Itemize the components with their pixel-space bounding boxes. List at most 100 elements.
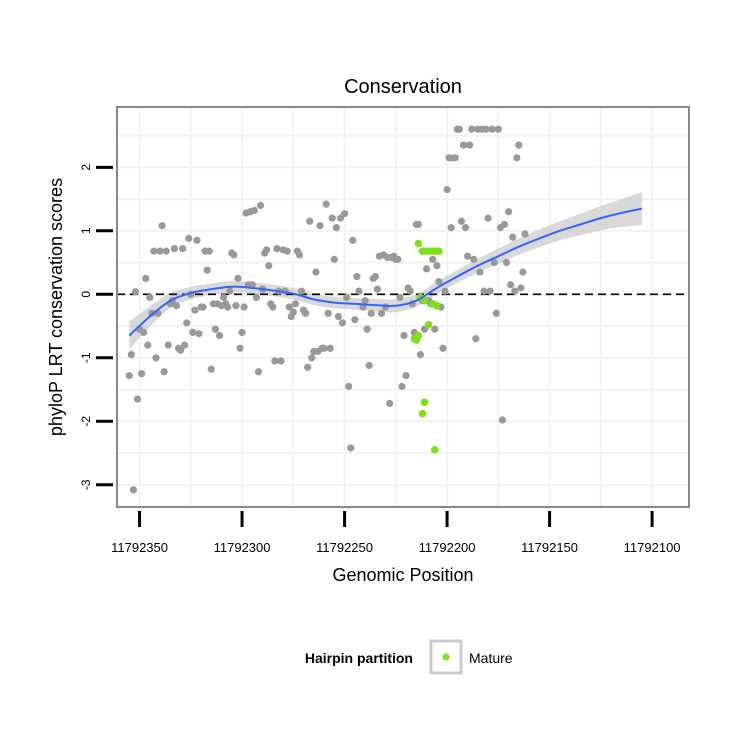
- data-point-other: [422, 265, 431, 273]
- data-point-other: [466, 141, 474, 149]
- data-point-other: [181, 341, 189, 349]
- data-point-other: [347, 444, 355, 452]
- data-point-other: [400, 331, 408, 340]
- y-tick-label: -3: [79, 479, 93, 490]
- x-axis: 11792350 11792300 11792250 11792200 11792150…: [111, 511, 681, 555]
- data-point-other: [349, 236, 357, 244]
- data-point-other: [433, 262, 441, 270]
- data-point-other: [443, 185, 451, 194]
- data-point-other: [439, 344, 447, 352]
- data-point-mature: [420, 398, 429, 407]
- data-point-other: [482, 125, 490, 133]
- legend: Hairpin partition Mature: [305, 639, 513, 675]
- data-point-other: [490, 258, 498, 267]
- data-point-other: [502, 258, 511, 267]
- data-point-mature: [420, 296, 429, 305]
- data-point-other: [183, 319, 191, 327]
- data-point-other: [256, 201, 265, 210]
- data-point-other: [334, 312, 343, 321]
- data-point-other: [236, 344, 244, 352]
- data-point-other: [277, 357, 285, 365]
- data-point-other: [377, 309, 386, 317]
- data-point-other: [507, 281, 515, 289]
- data-point-other: [254, 368, 263, 376]
- smooth-line: [128, 207, 643, 337]
- data-point-other: [158, 222, 166, 230]
- data-point-other: [363, 325, 371, 333]
- data-point-other: [150, 247, 158, 255]
- data-point-other: [191, 306, 199, 314]
- legend-title: Hairpin partition: [305, 650, 413, 666]
- data-point-mature: [430, 446, 439, 454]
- data-point-other: [343, 293, 351, 302]
- data-point-other: [306, 217, 314, 225]
- data-point-other: [492, 309, 500, 317]
- data-point-other: [498, 416, 507, 424]
- data-point-other: [316, 222, 324, 230]
- data-point-other: [220, 293, 228, 302]
- data-point-other: [353, 272, 361, 281]
- data-point-mature: [424, 320, 433, 329]
- data-point-other: [162, 247, 170, 255]
- data-point-other: [371, 272, 379, 281]
- data-point-other: [513, 154, 521, 162]
- data-point-other: [414, 220, 422, 229]
- data-point-other: [289, 308, 297, 316]
- y-tick-label: 0: [79, 291, 93, 298]
- data-point-other: [152, 354, 160, 362]
- data-point-other: [138, 370, 146, 378]
- data-point-other: [193, 236, 201, 244]
- data-point-other: [398, 382, 406, 390]
- data-point-other: [238, 328, 246, 336]
- data-point-other: [304, 363, 312, 371]
- y-axis: -3 -2 -1 0 1 2: [79, 164, 113, 490]
- data-point-other: [340, 210, 349, 218]
- data-point-other: [232, 302, 240, 310]
- data-point-other: [429, 255, 437, 263]
- data-point-other: [176, 346, 185, 354]
- data-point-other: [332, 224, 340, 232]
- data-point-other: [312, 268, 320, 276]
- data-point-other: [381, 303, 390, 311]
- data-point-other: [142, 274, 150, 283]
- data-point-other: [273, 244, 281, 253]
- data-point-other: [476, 268, 484, 276]
- chart-title: Conservation: [344, 76, 462, 98]
- data-point-other: [326, 344, 334, 352]
- data-point-other: [199, 303, 207, 311]
- legend-entry-mature: Mature: [469, 650, 513, 666]
- data-point-other: [402, 371, 410, 380]
- data-point-other: [480, 287, 488, 295]
- data-point-other: [338, 319, 347, 327]
- x-tick-label: 11792150: [521, 540, 578, 555]
- data-point-other: [129, 486, 138, 494]
- data-point-other: [271, 357, 279, 365]
- data-point-other: [269, 303, 277, 311]
- data-point-other: [185, 234, 193, 243]
- data-point-other: [521, 230, 529, 238]
- data-point-other: [406, 287, 414, 295]
- data-point-other: [494, 125, 502, 133]
- data-point-other: [265, 262, 273, 270]
- data-point-other: [308, 354, 316, 362]
- data-point-other: [131, 288, 140, 296]
- x-tick-label: 11792250: [316, 540, 373, 555]
- data-point-mature: [435, 247, 443, 255]
- data-point-other: [320, 344, 328, 352]
- data-point-other: [172, 302, 181, 310]
- data-point-other: [252, 293, 261, 302]
- data-point-other: [125, 371, 133, 380]
- data-point-other: [447, 224, 455, 232]
- data-point-other: [291, 300, 299, 308]
- data-point-other: [468, 125, 476, 133]
- data-point-other: [461, 224, 470, 232]
- data-point-other: [451, 154, 459, 162]
- data-point-other: [330, 255, 338, 263]
- data-point-mature: [418, 409, 427, 418]
- data-point-other: [144, 341, 152, 349]
- data-point-mature: [414, 331, 423, 340]
- data-point-other: [396, 293, 404, 302]
- data-point-other: [230, 251, 238, 259]
- x-tick-label: 11792100: [624, 540, 681, 555]
